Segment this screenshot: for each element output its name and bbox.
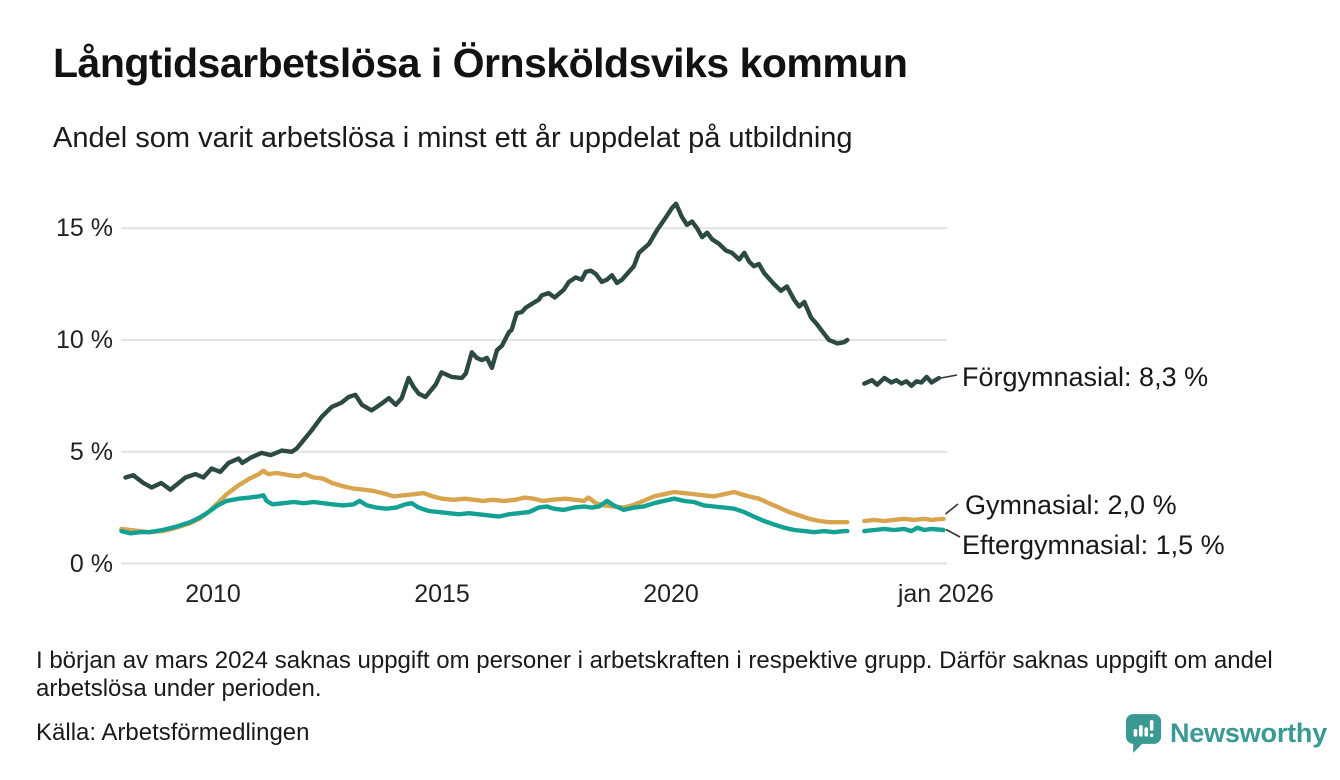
label-connector [945, 503, 959, 515]
bar-chart-speech-pin-icon [1126, 713, 1162, 753]
footnote: I början av mars 2024 saknas uppgift om … [36, 647, 1273, 702]
page-subtitle: Andel som varit arbetslösa i minst ett å… [53, 122, 853, 154]
x-tick-label: 2015 [414, 580, 470, 608]
data-line-gymnasial [119, 468, 850, 535]
y-tick-label: 10 % [56, 326, 113, 354]
x-tick-label: 2020 [643, 580, 699, 608]
series-end-label-gymnasial: Gymnasial: 2,0 % [965, 490, 1177, 520]
newsworthy-wordmark: Newsworthy [1170, 717, 1328, 748]
newsworthy-branding: Newsworthy [1126, 712, 1327, 754]
x-tick-label: jan 2026 [897, 580, 994, 608]
series-end-label-forgymnasial: Förgymnasial: 8,3 % [962, 362, 1209, 392]
y-tick-label: 0 % [69, 549, 113, 578]
data-line-eftergymnasial [119, 493, 850, 536]
data-line-gymnasial [862, 516, 946, 524]
source-attribution: Källa: Arbetsförmedlingen [36, 719, 310, 746]
page-title: Långtidsarbetslösa i Örnsköldsviks kommu… [53, 40, 908, 86]
y-tick-label: 5 % [69, 437, 113, 466]
data-line-förgymnasial [123, 201, 850, 492]
data-line-förgymnasial [862, 374, 942, 389]
line-chart [0, 180, 1340, 620]
label-connector [945, 528, 961, 538]
x-tick-label: 2010 [185, 580, 241, 608]
chart-plot-area [119, 201, 961, 565]
data-line-eftergymnasial [862, 525, 946, 534]
y-tick-label: 15 % [56, 214, 113, 243]
series-end-label-eftergymnasial: Eftergymnasial: 1,5 % [962, 530, 1225, 560]
label-connector [940, 374, 958, 379]
